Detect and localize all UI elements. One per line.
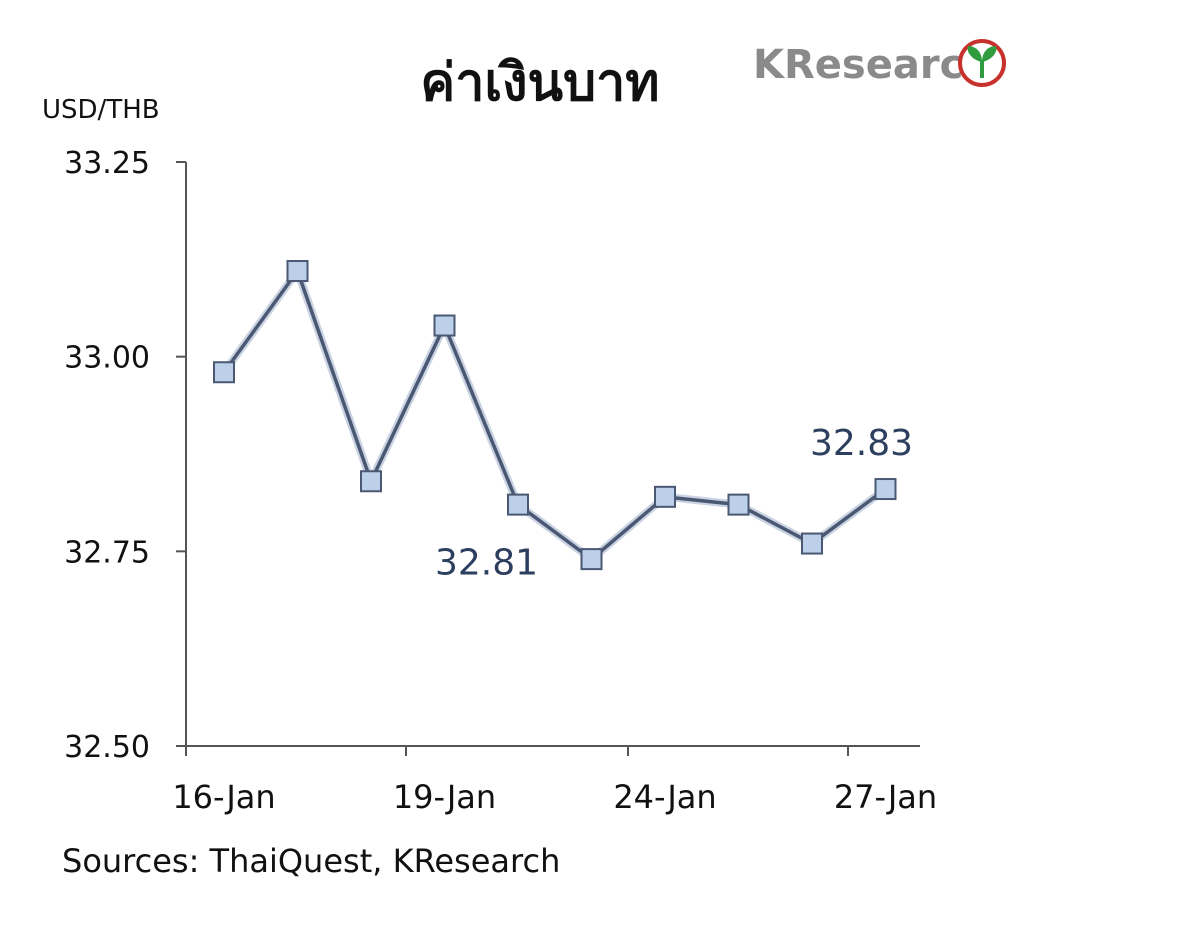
- data-point: [213, 361, 235, 384]
- y-tick-label: 32.50: [64, 730, 150, 765]
- series-line-path: [222, 269, 887, 561]
- series-line-shadow: [220, 267, 888, 564]
- data-point: [580, 548, 603, 571]
- x-tick-label: 27-Jan: [834, 778, 937, 816]
- data-point: [727, 493, 750, 516]
- sprout-icon: [958, 39, 1006, 87]
- data-label: 32.83: [810, 423, 913, 464]
- data-label: 32.81: [435, 543, 538, 584]
- data-point: [286, 260, 309, 283]
- data-point: [874, 478, 897, 501]
- x-tick-labels: 16-Jan 19-Jan 24-Jan 27-Jan: [172, 778, 937, 816]
- data-point: [801, 532, 823, 555]
- y-tick-label: 33.25: [64, 146, 150, 181]
- data-markers: [213, 260, 897, 571]
- axes: [176, 161, 920, 756]
- data-point: [654, 485, 676, 508]
- series-line: [220, 267, 888, 564]
- x-tick-label: 24-Jan: [613, 778, 716, 816]
- y-tick-label: 33.00: [64, 341, 150, 376]
- kresearch-logo: KResearch: [753, 39, 1006, 88]
- y-tick-labels: 32.50 32.75 33.00 33.25: [64, 146, 150, 765]
- chart-title: ค่าเงินบาท: [420, 53, 659, 113]
- y-tick-label: 32.75: [64, 535, 150, 570]
- logo-text: KResearch: [753, 42, 992, 88]
- data-labels: 32.81 32.83: [435, 423, 913, 584]
- y-axis-unit: USD/THB: [42, 95, 160, 125]
- source-note: Sources: ThaiQuest, KResearch: [62, 842, 560, 880]
- data-point: [507, 493, 529, 516]
- x-tick-label: 16-Jan: [172, 778, 275, 816]
- x-tick-label: 19-Jan: [393, 778, 496, 816]
- data-point: [360, 470, 382, 493]
- data-point: [433, 314, 456, 337]
